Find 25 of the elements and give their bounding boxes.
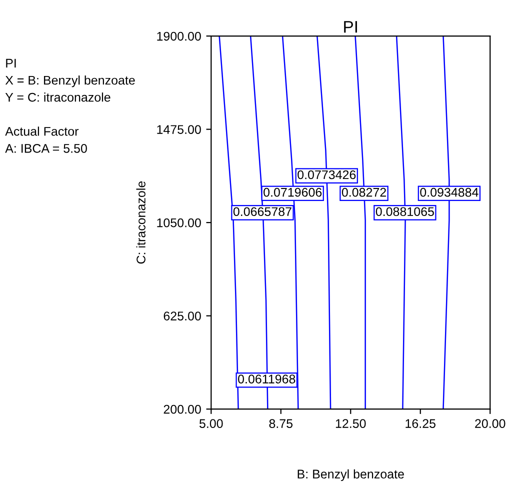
annotation: 0.0665787: [233, 207, 292, 216]
y-tick-label: 1050.00: [157, 218, 201, 228]
x-tick-label: 8.75: [269, 419, 293, 428]
chart-title: PI: [344, 21, 357, 33]
text: Y = C: itraconazole: [5, 92, 110, 102]
x-axis-title: B: Benzyl benzoate: [298, 469, 404, 481]
annotation: 0.0881065: [376, 207, 434, 216]
x-tick-label: 20.00: [475, 419, 506, 428]
annotation: 0.08272: [342, 188, 386, 197]
y-tick-label: 1475.00: [157, 125, 201, 134]
annotation: 0.0719606: [264, 188, 322, 197]
text: PI: [6, 58, 16, 68]
text: X = B: Benzyl benzoate: [5, 75, 135, 88]
y-axis-title: C: itraconazole: [136, 181, 146, 264]
annotation: 0.0773426: [298, 170, 356, 180]
annotation: 0.0611968: [238, 374, 296, 384]
text: Actual Factor: [5, 126, 79, 136]
y-tick-label: 1900.00: [157, 32, 201, 41]
annotation: 0.0934884: [420, 188, 478, 197]
text: A: IBCA = 5.50: [5, 144, 87, 153]
y-tick-label: 625.00: [164, 312, 201, 320]
y-tick-label: 200.00: [164, 404, 201, 414]
x-tick-label: 16.25: [406, 419, 436, 428]
x-tick-label: 5.00: [199, 419, 223, 428]
x-tick-label: 12.50: [336, 419, 366, 428]
